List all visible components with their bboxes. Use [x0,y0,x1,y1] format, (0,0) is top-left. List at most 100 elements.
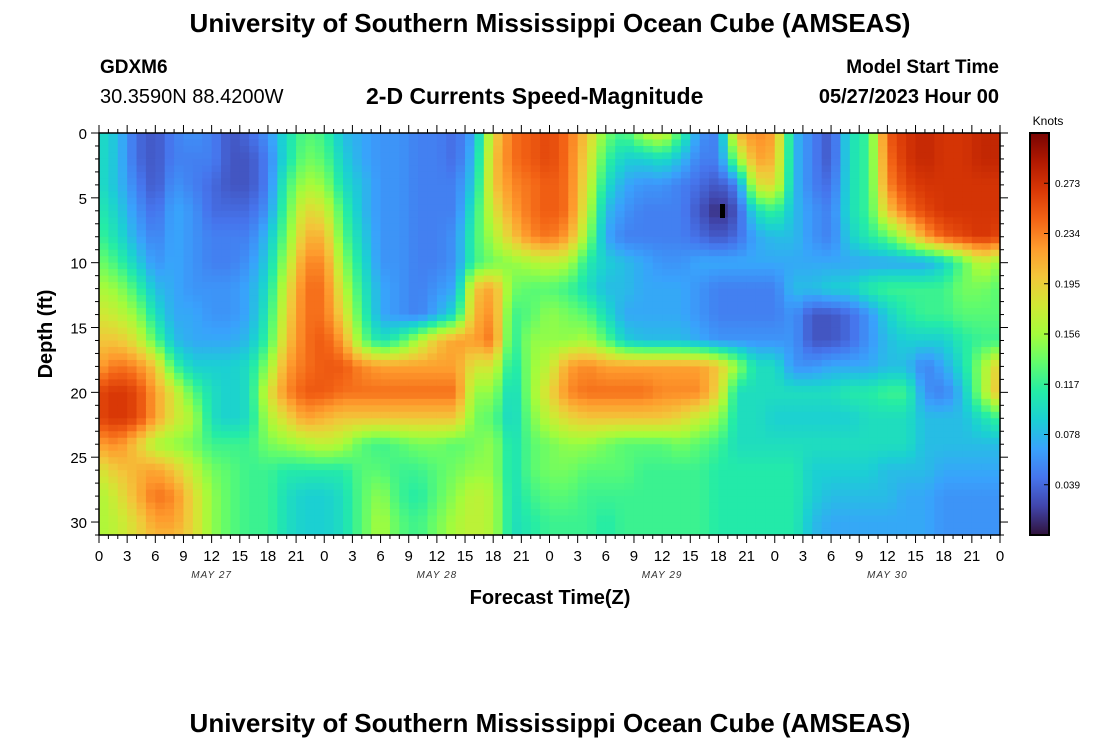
heatmap-cell [624,145,635,154]
heatmap-cell [568,418,579,426]
heatmap-cell [615,463,626,471]
heatmap-cell [812,437,823,445]
heatmap-cell [784,165,795,173]
heatmap-cell [343,437,354,445]
heatmap-cell [314,346,325,355]
heatmap-cell [802,314,813,322]
heatmap-cell [971,145,982,154]
heatmap-cell [239,236,250,244]
heatmap-cell [877,444,888,452]
heatmap-cell [352,327,363,335]
heatmap-cell [277,152,288,160]
heatmap-cell [258,379,269,387]
heatmap-cell [812,295,823,303]
heatmap-cell [174,372,185,380]
heatmap-cell [906,275,917,283]
heatmap-cell [380,243,391,251]
heatmap-cell [596,398,607,406]
heatmap-cell [859,353,870,361]
heatmap-cell [727,437,738,445]
heatmap-cell [793,133,804,141]
heatmap-cell [774,217,785,225]
heatmap-cell [436,145,447,154]
heatmap-cell [211,463,222,471]
heatmap-cell [305,282,316,290]
heatmap-cell [746,392,757,400]
heatmap-cell [765,158,776,167]
heatmap-cell [587,340,598,348]
heatmap-cell [558,379,569,387]
heatmap-cell [596,411,607,419]
heatmap-cell [371,437,382,445]
heatmap-cell [755,431,766,439]
heatmap-cell [521,340,532,348]
heatmap-cell [821,230,832,238]
heatmap-cell [737,275,748,283]
heatmap-cell [136,340,147,348]
heatmap-cell [249,321,260,329]
heatmap-cell [286,223,297,231]
heatmap-cell [371,171,382,179]
heatmap-cell [821,288,832,296]
heatmap-cell [418,256,429,264]
heatmap-cell [840,359,851,368]
heatmap-cell [793,197,804,205]
heatmap-cell [155,288,166,296]
heatmap-cell [99,236,109,244]
heatmap-cell [849,457,860,465]
heatmap-cell [765,321,776,329]
heatmap-cell [521,230,532,238]
heatmap-cell [502,269,513,277]
heatmap-cell [558,405,569,413]
heatmap-cell [596,171,607,179]
heatmap-cell [671,431,682,439]
heatmap-cell [662,463,673,471]
heatmap-cell [136,405,147,413]
heatmap-cell [502,411,513,419]
heatmap-cell [108,379,119,387]
heatmap-cell [868,405,879,413]
heatmap-cell [943,262,954,270]
heatmap-cell [127,457,138,465]
heatmap-cell [577,152,588,160]
heatmap-cell [643,450,654,458]
heatmap-cell [314,372,325,380]
heatmap-cell [943,139,954,147]
heatmap-cell [296,346,307,355]
heatmap-cell [990,139,1001,147]
heatmap-cell [399,437,410,445]
heatmap-cell [521,178,532,186]
heatmap-cell [896,158,907,167]
heatmap-cell [662,133,673,141]
heatmap-cell [812,372,823,380]
heatmap-cell [380,379,391,387]
heatmap-cell [624,262,635,270]
heatmap-cell [408,282,419,290]
heatmap-cell [474,197,485,205]
heatmap-cell [530,133,541,141]
heatmap-cell [221,366,231,374]
heatmap-cell [859,398,870,406]
heatmap-cell [380,321,391,329]
heatmap-cell [840,327,851,335]
heatmap-cell [192,145,203,154]
heatmap-cell [99,217,109,225]
heatmap-cell [549,463,560,471]
heatmap-cell [239,463,250,471]
heatmap-cell [906,288,917,296]
heatmap-cell [183,171,194,179]
heatmap-cell [924,457,935,465]
heatmap-cell [877,282,888,290]
heatmap-cell [174,191,185,199]
heatmap-cell [615,359,626,368]
heatmap-cell [511,197,522,205]
heatmap-cell [333,463,344,471]
heatmap-cell [793,385,804,393]
heatmap-cell [230,314,241,322]
heatmap-cell [690,262,701,270]
heatmap-cell [831,295,842,303]
heatmap-cell [793,424,804,432]
heatmap-cell [915,191,926,199]
heatmap-cell [840,308,851,316]
heatmap-cell [624,139,635,147]
